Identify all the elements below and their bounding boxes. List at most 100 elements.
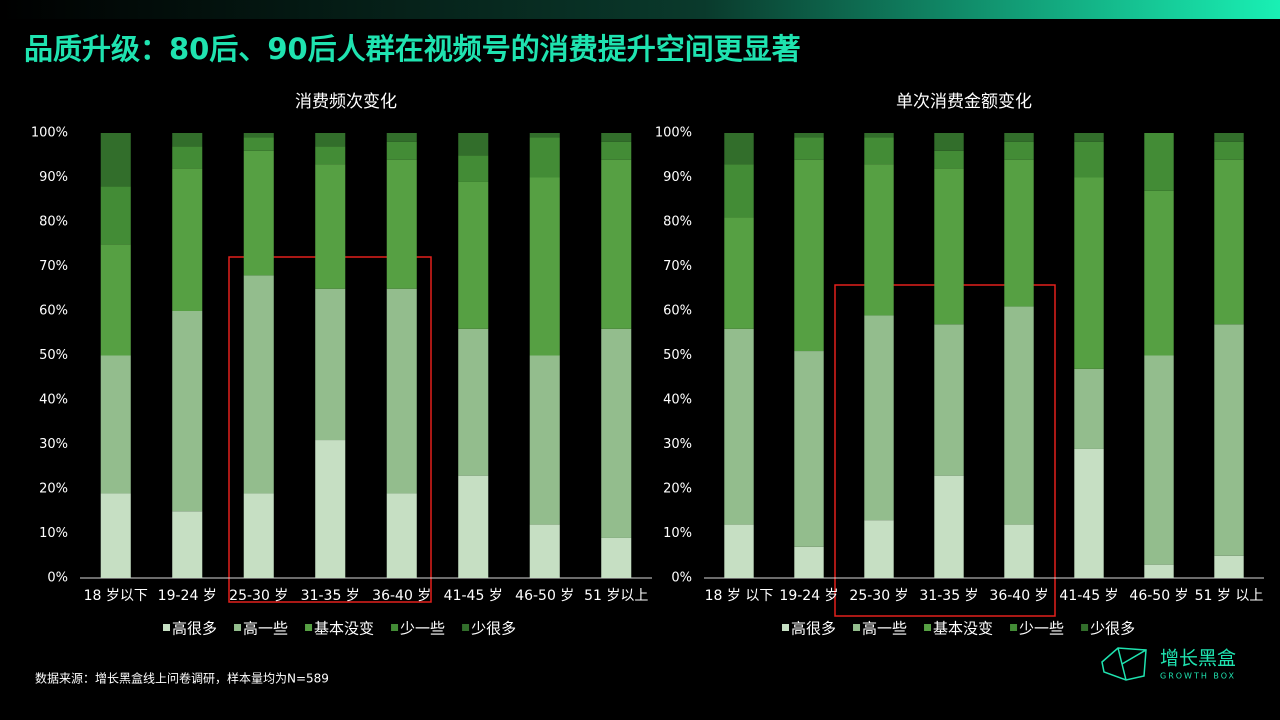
bar-segment [1004, 141, 1034, 160]
bar-segment [529, 133, 560, 138]
legend-swatch [305, 624, 313, 631]
bar-segment [100, 493, 131, 578]
bar-segment [172, 511, 203, 578]
y-tick-label: 20% [663, 482, 692, 497]
bar-segment [1144, 355, 1174, 565]
x-tick-label: 51 岁 以上 [1195, 588, 1264, 604]
bar-segment [386, 159, 417, 289]
bar-segment [315, 146, 346, 165]
y-tick-label: 10% [663, 526, 692, 541]
bar-segment [386, 141, 417, 160]
bar-segment [601, 141, 632, 160]
y-tick-label: 100% [655, 126, 692, 141]
y-tick-label: 0% [47, 571, 68, 586]
legend-label: 高一些 [243, 620, 288, 638]
bar-segment [1214, 159, 1244, 325]
bar-segment [386, 133, 417, 142]
x-tick-label: 41-45 岁 [1059, 588, 1118, 604]
bar-segment [315, 440, 346, 578]
legend-label: 基本没变 [314, 620, 374, 638]
bar-segment [1074, 141, 1104, 178]
legend-label: 高一些 [862, 620, 907, 638]
bar-segment [1004, 524, 1034, 578]
x-tick-label: 36-40 岁 [372, 588, 431, 604]
y-tick-label: 40% [39, 393, 68, 408]
bar-segment [458, 155, 489, 182]
y-tick-label: 50% [663, 348, 692, 363]
bar-segment [458, 133, 489, 156]
y-tick-label: 10% [39, 526, 68, 541]
chart-title: 消费频次变化 [295, 92, 397, 112]
y-tick-label: 30% [663, 437, 692, 452]
bar-segment [934, 150, 964, 169]
bar-segment [864, 315, 894, 521]
bar-segment [1004, 306, 1034, 525]
bar-segment [934, 475, 964, 578]
bar-segment [386, 493, 417, 578]
bar-segment [794, 137, 824, 160]
legend-swatch [853, 624, 861, 631]
logo-name: 增长黑盒 [1160, 648, 1236, 670]
x-tick-label: 46-50 岁 [1129, 588, 1188, 604]
legend-swatch [1010, 624, 1018, 631]
bar-segment [601, 159, 632, 329]
bar-segment [243, 275, 274, 494]
bar-segment [1144, 190, 1174, 356]
bar-segment [934, 168, 964, 325]
bar-segment [934, 324, 964, 476]
bar-segment [1074, 133, 1104, 142]
bar-segment [243, 133, 274, 138]
bar-segment [724, 164, 754, 218]
bar-segment [315, 288, 346, 441]
legend-label: 高很多 [791, 620, 836, 638]
y-tick-label: 100% [31, 126, 68, 141]
x-tick-label: 51 岁以上 [584, 588, 648, 604]
legend-label: 基本没变 [933, 620, 993, 638]
bar-segment [794, 351, 824, 547]
bar-segment [724, 133, 754, 165]
x-tick-label: 25-30 岁 [849, 588, 908, 604]
legend-swatch [163, 624, 170, 631]
legend-swatch [1081, 624, 1089, 631]
bar-segment [172, 168, 203, 311]
slide-title: 品质升级：80后、90后人群在视频号的消费提升空间更显著 [24, 32, 801, 66]
bar-segment [724, 328, 754, 525]
legend-label: 高很多 [172, 620, 217, 638]
bar-segment [1144, 133, 1174, 191]
bar-segment [1144, 564, 1174, 578]
y-tick-label: 30% [39, 437, 68, 452]
y-tick-label: 40% [663, 393, 692, 408]
bar-segment [601, 133, 632, 142]
bar-segment [172, 133, 203, 147]
y-tick-label: 90% [39, 170, 68, 185]
y-tick-label: 80% [663, 215, 692, 230]
x-tick-label: 36-40 岁 [989, 588, 1048, 604]
bar-segment [172, 146, 203, 169]
y-tick-label: 70% [39, 259, 68, 274]
bar-segment [458, 328, 489, 476]
y-tick-label: 0% [671, 571, 692, 586]
bar-segment [724, 524, 754, 578]
y-tick-label: 80% [39, 215, 68, 230]
bar-segment [100, 186, 131, 245]
bar-segment [172, 311, 203, 512]
bar-segment [601, 328, 632, 538]
top-bar [0, 0, 1280, 19]
bar-segment [529, 524, 560, 578]
x-tick-label: 19-24 岁 [158, 588, 217, 604]
legend-swatch [924, 624, 932, 631]
bar-segment [864, 133, 894, 138]
x-tick-label: 41-45 岁 [444, 588, 503, 604]
x-tick-label: 46-50 岁 [515, 588, 574, 604]
legend-label: 少很多 [1090, 620, 1135, 638]
y-tick-label: 90% [663, 170, 692, 185]
bar-segment [1004, 133, 1034, 142]
legend-swatch [782, 624, 789, 631]
bar-segment [864, 164, 894, 316]
bar-segment [100, 244, 131, 356]
logo [1101, 647, 1147, 681]
bar-segment [1074, 368, 1104, 449]
bar-segment [794, 546, 824, 578]
x-tick-label: 18 岁以下 [84, 588, 148, 604]
